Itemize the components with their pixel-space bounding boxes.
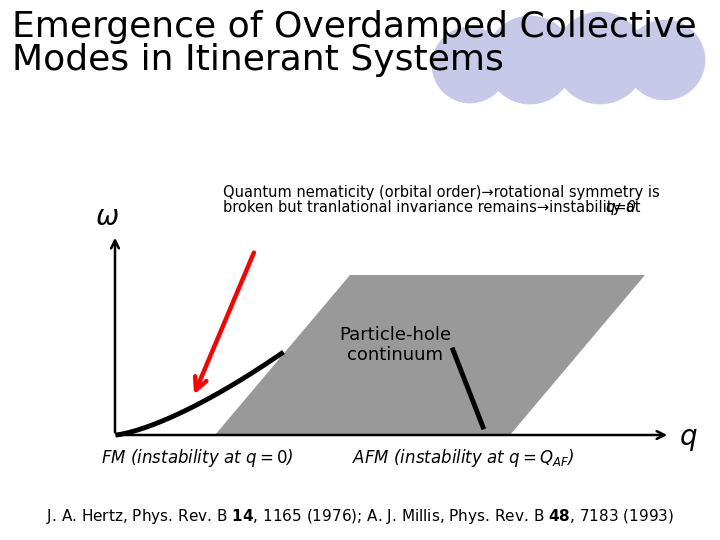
Text: Particle-hole
continuum: Particle-hole continuum [339, 326, 451, 365]
Text: Modes in Itinerant Systems: Modes in Itinerant Systems [12, 43, 504, 77]
Text: Emergence of Overdamped Collective: Emergence of Overdamped Collective [12, 10, 697, 44]
Text: J. A. Hertz, Phys. Rev. B $\mathbf{14}$, 1165 (1976); A. J. Millis, Phys. Rev. B: J. A. Hertz, Phys. Rev. B $\mathbf{14}$,… [46, 507, 674, 526]
Circle shape [486, 16, 574, 104]
Text: q: q [680, 423, 698, 451]
Circle shape [625, 20, 705, 100]
Polygon shape [215, 275, 645, 435]
Text: q=0: q=0 [605, 200, 636, 215]
Text: broken but tranlational invariance remains→instability at: broken but tranlational invariance remai… [223, 200, 645, 215]
Circle shape [432, 27, 508, 103]
Text: FM (instability at $q = 0$): FM (instability at $q = 0$) [101, 447, 293, 469]
Text: AFM (instability at $q = Q_{AF}$): AFM (instability at $q = Q_{AF}$) [352, 447, 575, 469]
Text: ω: ω [95, 203, 119, 231]
Circle shape [554, 12, 646, 104]
Text: Quantum nematicity (orbital order)→rotational symmetry is: Quantum nematicity (orbital order)→rotat… [223, 185, 660, 200]
